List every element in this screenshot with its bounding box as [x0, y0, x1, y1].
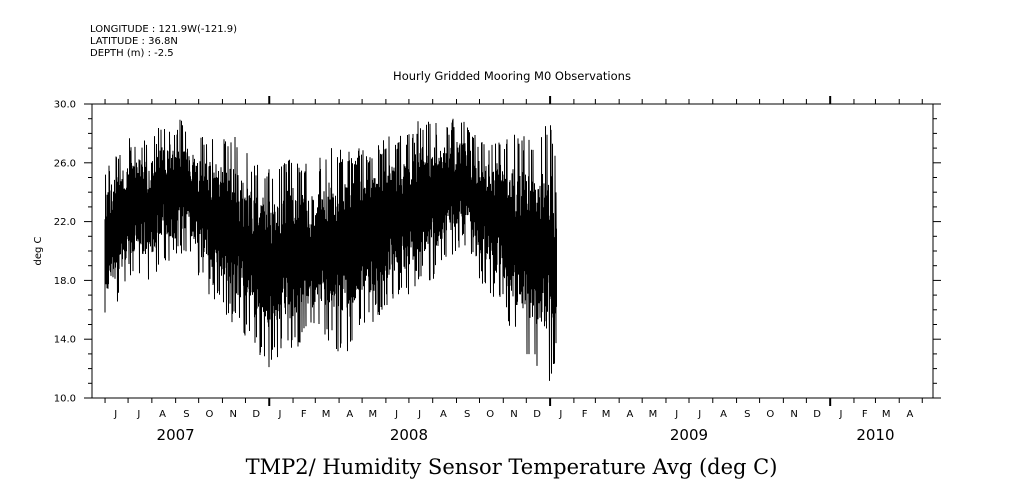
x-month-label: M [649, 409, 658, 420]
x-month-label: A [626, 409, 633, 420]
x-month-label: M [322, 409, 331, 420]
y-tick-label: 26.0 [54, 158, 76, 169]
x-year-label: 2008 [390, 426, 428, 444]
x-month-label: D [813, 409, 821, 420]
chart-title: Hourly Gridded Mooring M0 Observations [393, 69, 631, 83]
x-month-label: N [229, 409, 236, 420]
x-month-label: J [417, 409, 421, 420]
latitude-text: LATITUDE : 36.8N [90, 36, 178, 47]
y-tick-label: 10.0 [54, 394, 76, 405]
x-month-label: A [907, 409, 914, 420]
x-month-label: O [766, 409, 774, 420]
x-month-label: J [136, 409, 140, 420]
x-month-label: O [205, 409, 213, 420]
x-month-label: F [582, 409, 588, 420]
data-series [104, 118, 557, 381]
x-month-label: D [533, 409, 541, 420]
x-month-label: A [159, 409, 166, 420]
x-month-label: J [697, 409, 701, 420]
x-month-label: A [720, 409, 727, 420]
x-month-label: J [113, 409, 117, 420]
x-year-label: 2009 [670, 426, 708, 444]
x-month-label: S [744, 409, 750, 420]
x-year-label: 2007 [157, 426, 195, 444]
x-month-label: N [790, 409, 797, 420]
x-month-label: A [440, 409, 447, 420]
x-month-label: F [301, 409, 307, 420]
temperature-series-line [104, 118, 557, 381]
x-month-label: N [510, 409, 517, 420]
y-tick-label: 22.0 [54, 217, 76, 228]
x-month-label: M [602, 409, 611, 420]
plot-frame [91, 103, 934, 399]
axis-labels: 10.0 14.0 18.0 22.0 26.0 30.0 J J A S O N D J F M A M J J A S… [54, 100, 914, 445]
x-month-label: S [183, 409, 189, 420]
x-year-label: 2010 [856, 426, 894, 444]
x-month-label: J [558, 409, 562, 420]
x-month-label: A [346, 409, 353, 420]
y-tick-label: 14.0 [54, 335, 76, 346]
depth-text: DEPTH (m) : -2.5 [90, 48, 174, 59]
y-axis-label: deg C [33, 236, 44, 265]
x-month-label: S [464, 409, 470, 420]
x-month-label: F [862, 409, 868, 420]
x-month-label: M [882, 409, 891, 420]
longitude-text: LONGITUDE : 121.9W(-121.9) [90, 24, 237, 35]
x-month-label: D [252, 409, 260, 420]
x-month-label: J [394, 409, 398, 420]
footer-title: TMP2/ Humidity Sensor Temperature Avg (d… [245, 455, 778, 479]
y-tick-label: 18.0 [54, 276, 76, 287]
location-info: LONGITUDE : 121.9W(-121.9) LATITUDE : 36… [90, 24, 237, 60]
axis-ticks [84, 96, 941, 406]
x-month-label: J [838, 409, 842, 420]
y-tick-label: 30.0 [54, 100, 76, 111]
x-month-label: M [369, 409, 378, 420]
x-month-label: J [278, 409, 282, 420]
x-month-label: J [674, 409, 678, 420]
x-month-label: O [486, 409, 494, 420]
